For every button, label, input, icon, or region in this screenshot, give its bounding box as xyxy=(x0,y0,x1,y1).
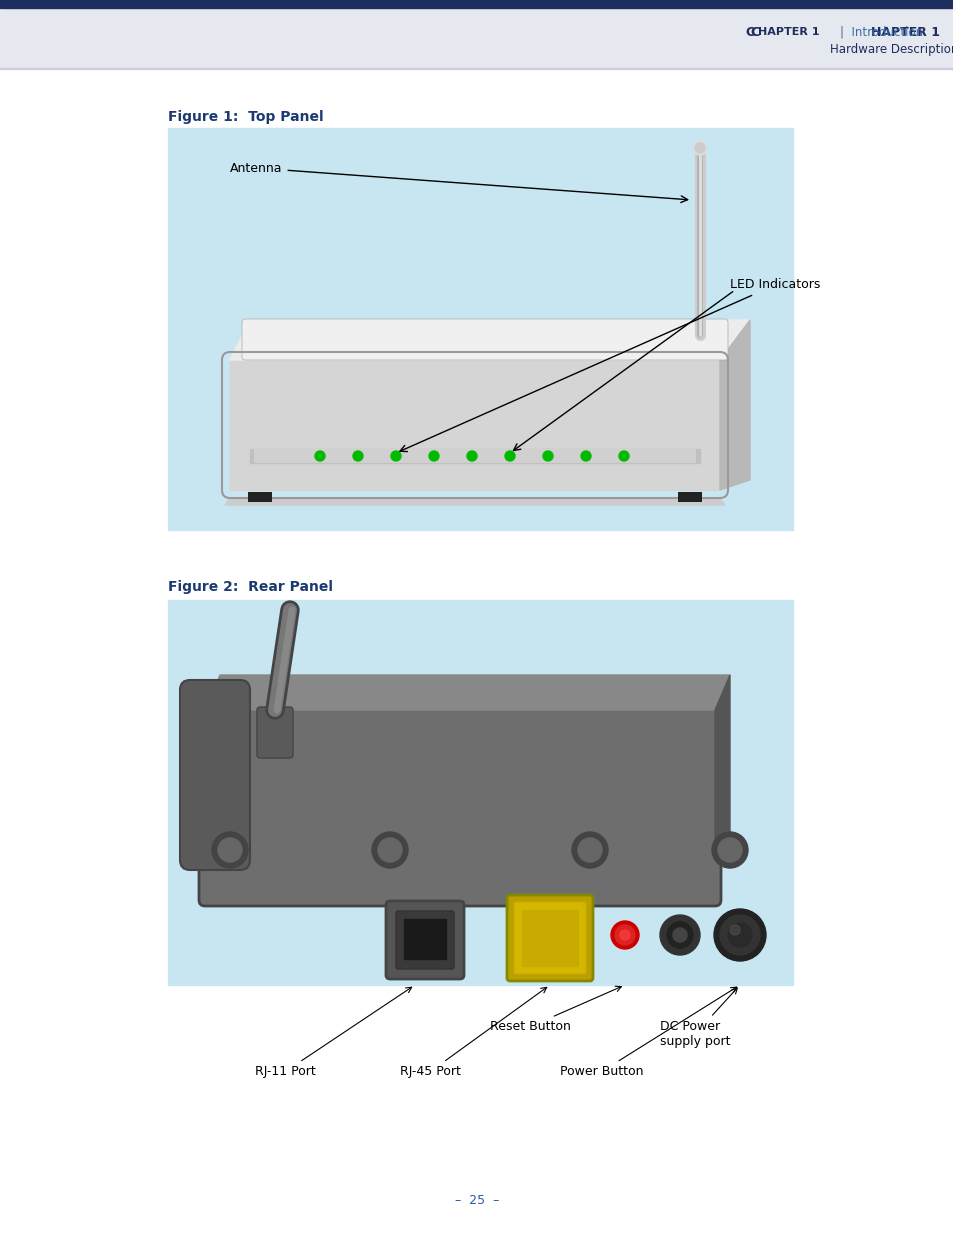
Text: LED Indicators: LED Indicators xyxy=(399,279,820,452)
Bar xyxy=(678,492,701,501)
Bar xyxy=(0,0,953,7)
Circle shape xyxy=(429,451,438,461)
Text: Figure 1:  Top Panel: Figure 1: Top Panel xyxy=(168,110,323,124)
Polygon shape xyxy=(230,320,749,359)
FancyBboxPatch shape xyxy=(514,902,585,974)
Text: RJ-45 Port: RJ-45 Port xyxy=(399,987,546,1078)
FancyBboxPatch shape xyxy=(386,902,463,979)
Circle shape xyxy=(718,839,741,862)
Polygon shape xyxy=(225,498,724,505)
Bar xyxy=(168,600,792,986)
Text: HAPTER 1: HAPTER 1 xyxy=(870,26,939,38)
Polygon shape xyxy=(720,320,749,490)
Bar xyxy=(248,492,272,501)
Circle shape xyxy=(372,832,408,868)
FancyBboxPatch shape xyxy=(506,895,593,981)
Bar xyxy=(250,450,700,463)
Text: C: C xyxy=(744,26,753,38)
FancyBboxPatch shape xyxy=(253,450,696,463)
Text: DC Power
supply port: DC Power supply port xyxy=(659,988,737,1049)
FancyBboxPatch shape xyxy=(180,680,250,869)
FancyBboxPatch shape xyxy=(199,704,720,906)
Polygon shape xyxy=(205,676,729,710)
Text: –  25  –: – 25 – xyxy=(455,1193,498,1207)
Circle shape xyxy=(727,923,751,947)
Circle shape xyxy=(713,909,765,961)
Circle shape xyxy=(672,927,686,942)
Circle shape xyxy=(695,143,704,153)
Text: Reset Button: Reset Button xyxy=(490,987,620,1032)
Circle shape xyxy=(659,915,700,955)
Text: RJ-11 Port: RJ-11 Port xyxy=(254,987,412,1078)
Circle shape xyxy=(467,451,476,461)
Circle shape xyxy=(618,451,628,461)
Circle shape xyxy=(720,915,760,955)
Text: Figure 2:  Rear Panel: Figure 2: Rear Panel xyxy=(168,580,333,594)
Text: Power Button: Power Button xyxy=(559,987,736,1078)
Circle shape xyxy=(212,832,248,868)
Circle shape xyxy=(580,451,590,461)
Circle shape xyxy=(572,832,607,868)
Text: |  Introduction: | Introduction xyxy=(840,26,923,38)
Circle shape xyxy=(692,141,706,156)
Circle shape xyxy=(711,832,747,868)
Text: C: C xyxy=(749,26,759,38)
Circle shape xyxy=(314,451,325,461)
Bar xyxy=(521,910,578,966)
Text: HAPTER 1: HAPTER 1 xyxy=(758,27,819,37)
Text: Hardware Description: Hardware Description xyxy=(829,43,953,57)
Circle shape xyxy=(391,451,400,461)
Bar xyxy=(403,919,446,960)
Circle shape xyxy=(218,839,242,862)
Circle shape xyxy=(504,451,515,461)
Bar xyxy=(0,7,953,68)
Circle shape xyxy=(353,451,363,461)
Circle shape xyxy=(666,923,692,948)
Circle shape xyxy=(615,925,635,945)
Circle shape xyxy=(619,930,629,940)
FancyBboxPatch shape xyxy=(242,319,727,359)
FancyBboxPatch shape xyxy=(256,706,293,758)
Circle shape xyxy=(610,921,639,948)
Polygon shape xyxy=(714,676,729,850)
Circle shape xyxy=(542,451,553,461)
Polygon shape xyxy=(230,359,720,490)
Text: Antenna: Antenna xyxy=(230,162,687,203)
Bar xyxy=(168,128,792,530)
Circle shape xyxy=(377,839,401,862)
Circle shape xyxy=(578,839,601,862)
FancyBboxPatch shape xyxy=(395,911,454,969)
Circle shape xyxy=(729,925,740,935)
